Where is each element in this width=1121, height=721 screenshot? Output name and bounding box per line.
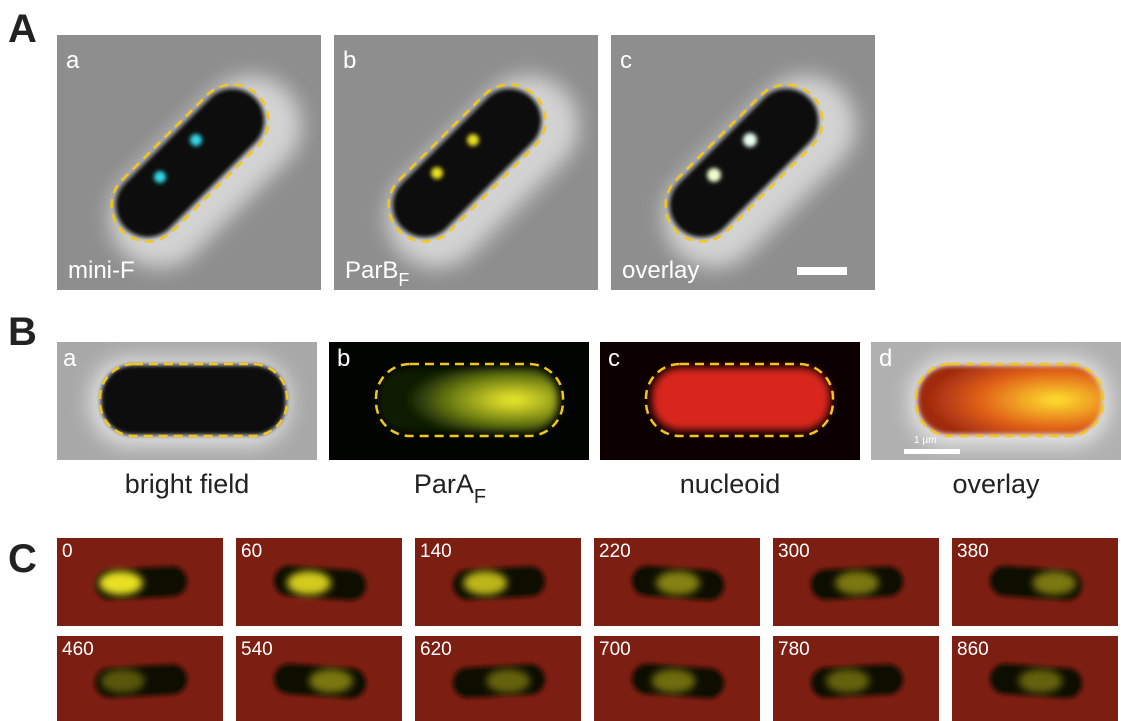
- time-label: 60: [241, 541, 262, 562]
- caption-main: ParA: [414, 469, 474, 499]
- time-label: 0: [62, 541, 73, 562]
- image-letter: c: [620, 47, 632, 74]
- scale-bar-label: 1 µm: [914, 435, 936, 446]
- image: [334, 35, 599, 290]
- figure: A a b c mini-F ParBF overlay B: [0, 0, 1121, 721]
- fluorescence: [1019, 669, 1063, 693]
- image: [57, 342, 317, 460]
- fluorescence: [1032, 571, 1076, 595]
- caption: bright field: [125, 469, 250, 499]
- panel-label: B: [8, 310, 37, 354]
- fluorescence: [651, 669, 695, 693]
- time-label: 860: [957, 639, 989, 660]
- time-label: 700: [599, 639, 631, 660]
- panel-label: A: [8, 7, 37, 51]
- caption-sub: F: [474, 486, 486, 508]
- fluorescence: [656, 571, 700, 595]
- image: [871, 342, 1121, 460]
- time-label: 460: [62, 639, 94, 660]
- time-label: 220: [599, 541, 631, 562]
- image: [329, 342, 589, 460]
- fluorescence: [835, 571, 879, 595]
- fluorescence: [287, 571, 331, 595]
- image: [57, 35, 322, 290]
- caption: ParAF: [414, 469, 486, 508]
- caption: overlay: [952, 469, 1040, 499]
- image-letter: a: [66, 47, 80, 74]
- time-label: 540: [241, 639, 273, 660]
- fluorescence: [101, 669, 145, 693]
- image-letter: a: [63, 345, 77, 372]
- caption-main: ParB: [345, 257, 398, 284]
- time-label: 300: [778, 541, 810, 562]
- image-letter: c: [608, 345, 620, 372]
- caption-sub: F: [398, 270, 409, 290]
- fluorescence: [486, 669, 530, 693]
- time-lapse: 0 60 140 220 300 380 460 540 620 700 780 860: [57, 538, 1118, 721]
- fluorescence: [99, 571, 143, 595]
- fluorescence: [309, 669, 353, 693]
- image-letter: b: [343, 47, 356, 74]
- image: [611, 35, 876, 290]
- image-letter: d: [879, 345, 892, 372]
- time-label: 140: [420, 541, 452, 562]
- time-label: 380: [957, 541, 989, 562]
- fluorescence: [826, 669, 870, 693]
- image: [600, 342, 860, 460]
- time-label: 620: [420, 639, 452, 660]
- fluorescence: [463, 571, 507, 595]
- caption: overlay: [622, 257, 699, 284]
- image-letter: b: [337, 345, 350, 372]
- caption: mini-F: [68, 257, 135, 284]
- time-label: 780: [778, 639, 810, 660]
- image: [57, 538, 223, 626]
- panel-label: C: [8, 537, 37, 581]
- caption: nucleoid: [680, 469, 781, 499]
